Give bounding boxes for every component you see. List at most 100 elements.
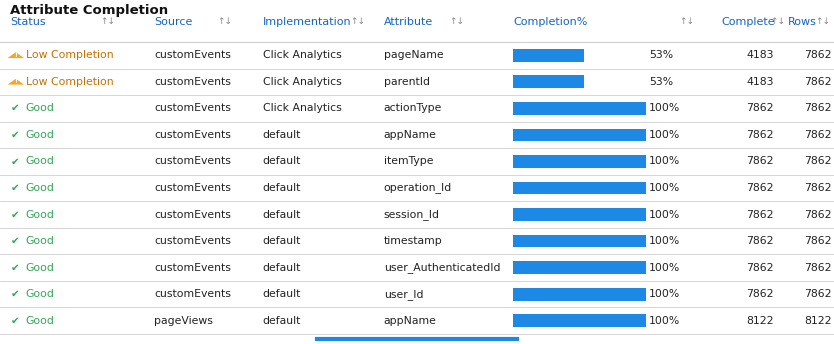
Text: ↑↓: ↑↓ xyxy=(449,18,464,26)
Text: customEvents: customEvents xyxy=(154,77,231,87)
Text: Good: Good xyxy=(26,130,55,140)
Bar xyxy=(513,235,646,247)
Bar xyxy=(513,155,646,168)
Text: 100%: 100% xyxy=(649,262,680,273)
Text: Click Analytics: Click Analytics xyxy=(263,50,341,60)
Text: customEvents: customEvents xyxy=(154,130,231,140)
Text: ↑↓: ↑↓ xyxy=(100,18,115,26)
Text: 100%: 100% xyxy=(649,103,680,114)
Text: appName: appName xyxy=(384,130,436,140)
Text: 7862: 7862 xyxy=(746,183,774,193)
Text: 100%: 100% xyxy=(649,209,680,219)
Text: default: default xyxy=(263,262,301,273)
Text: default: default xyxy=(263,289,301,299)
Text: Attribute Completion: Attribute Completion xyxy=(10,4,168,17)
Text: Good: Good xyxy=(26,316,55,326)
Text: 8122: 8122 xyxy=(746,316,774,326)
Text: 4183: 4183 xyxy=(746,50,774,60)
Text: Status: Status xyxy=(10,17,46,27)
Text: !: ! xyxy=(14,79,18,85)
Text: ✔: ✔ xyxy=(11,316,19,326)
Text: ✔: ✔ xyxy=(11,183,19,193)
Text: Good: Good xyxy=(26,103,55,114)
Text: ↑↓: ↑↓ xyxy=(816,18,831,26)
Text: 7862: 7862 xyxy=(804,77,831,87)
Text: 100%: 100% xyxy=(649,157,680,166)
Text: Attribute: Attribute xyxy=(384,17,433,27)
Text: customEvents: customEvents xyxy=(154,50,231,60)
Text: 7862: 7862 xyxy=(746,157,774,166)
Text: ✔: ✔ xyxy=(11,262,19,273)
Text: default: default xyxy=(263,130,301,140)
Text: appName: appName xyxy=(384,316,436,326)
Text: 7862: 7862 xyxy=(804,209,831,219)
Text: 7862: 7862 xyxy=(804,50,831,60)
Text: ✔: ✔ xyxy=(11,209,19,219)
Text: session_Id: session_Id xyxy=(384,209,440,220)
Text: customEvents: customEvents xyxy=(154,262,231,273)
Bar xyxy=(513,182,646,194)
Text: 7862: 7862 xyxy=(804,262,831,273)
Text: default: default xyxy=(263,157,301,166)
Text: parentId: parentId xyxy=(384,77,430,87)
Text: Good: Good xyxy=(26,236,55,246)
Polygon shape xyxy=(8,79,24,85)
Text: Completion%: Completion% xyxy=(513,17,587,27)
Bar xyxy=(513,75,584,88)
Text: 100%: 100% xyxy=(649,236,680,246)
Text: customEvents: customEvents xyxy=(154,157,231,166)
Text: Low Completion: Low Completion xyxy=(26,50,113,60)
Text: !: ! xyxy=(14,53,18,58)
Text: default: default xyxy=(263,316,301,326)
Text: customEvents: customEvents xyxy=(154,236,231,246)
Text: 7862: 7862 xyxy=(746,103,774,114)
Text: 7862: 7862 xyxy=(804,183,831,193)
Text: ✔: ✔ xyxy=(11,157,19,166)
Bar xyxy=(513,261,646,274)
Text: Source: Source xyxy=(154,17,193,27)
Text: ↑↓: ↑↓ xyxy=(350,18,365,26)
Text: ✔: ✔ xyxy=(11,103,19,114)
Text: actionType: actionType xyxy=(384,103,442,114)
Text: ↑↓: ↑↓ xyxy=(679,18,694,26)
Text: ✔: ✔ xyxy=(11,236,19,246)
Text: itemType: itemType xyxy=(384,157,433,166)
Text: 4183: 4183 xyxy=(746,77,774,87)
Text: customEvents: customEvents xyxy=(154,209,231,219)
Text: pageViews: pageViews xyxy=(154,316,214,326)
Bar xyxy=(513,49,584,62)
Bar xyxy=(513,129,646,141)
Bar xyxy=(513,102,646,115)
Text: Low Completion: Low Completion xyxy=(26,77,113,87)
Text: timestamp: timestamp xyxy=(384,236,442,246)
Text: 100%: 100% xyxy=(649,316,680,326)
Text: 7862: 7862 xyxy=(746,262,774,273)
Text: 7862: 7862 xyxy=(746,289,774,299)
Text: 53%: 53% xyxy=(649,50,673,60)
Text: customEvents: customEvents xyxy=(154,103,231,114)
Text: default: default xyxy=(263,209,301,219)
Text: 53%: 53% xyxy=(649,77,673,87)
Text: customEvents: customEvents xyxy=(154,289,231,299)
Text: pageName: pageName xyxy=(384,50,443,60)
Text: 7862: 7862 xyxy=(804,130,831,140)
Text: customEvents: customEvents xyxy=(154,183,231,193)
Text: 8122: 8122 xyxy=(804,316,831,326)
Bar xyxy=(513,208,646,221)
Text: Good: Good xyxy=(26,183,55,193)
Text: default: default xyxy=(263,183,301,193)
Text: Click Analytics: Click Analytics xyxy=(263,103,341,114)
Text: Good: Good xyxy=(26,289,55,299)
Text: Good: Good xyxy=(26,157,55,166)
Text: ↑↓: ↑↓ xyxy=(770,18,785,26)
Text: user_Id: user_Id xyxy=(384,289,423,300)
Text: 7862: 7862 xyxy=(804,236,831,246)
Text: 7862: 7862 xyxy=(746,209,774,219)
Text: Good: Good xyxy=(26,209,55,219)
Text: 100%: 100% xyxy=(649,183,680,193)
Text: 7862: 7862 xyxy=(746,236,774,246)
Text: Implementation: Implementation xyxy=(263,17,351,27)
Text: default: default xyxy=(263,236,301,246)
Text: 7862: 7862 xyxy=(804,289,831,299)
Text: Click Analytics: Click Analytics xyxy=(263,77,341,87)
